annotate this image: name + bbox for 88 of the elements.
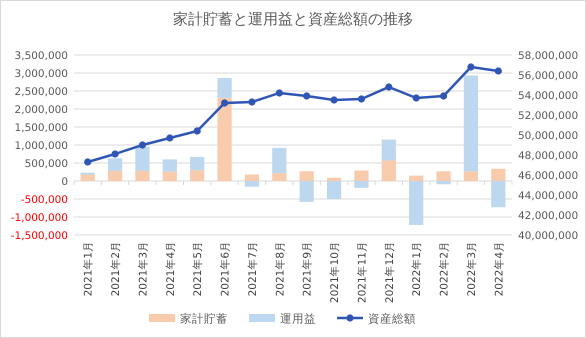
x-tick-label: 2021年2月: [110, 241, 122, 296]
y2-tick-label: 40,000,000: [518, 230, 578, 242]
x-tick-label: 2021年10月: [329, 241, 342, 304]
point: [412, 94, 420, 102]
legend-label: 家計貯蓄: [180, 312, 228, 326]
bar: [190, 170, 204, 181]
bar: [135, 146, 150, 171]
y-tick-label: -1,000,000: [10, 212, 68, 224]
y2-tick-label: 58,000,000: [518, 50, 578, 62]
point: [248, 98, 256, 106]
x-tick-label: 2022年3月: [466, 241, 478, 296]
bar: [272, 173, 286, 181]
bar: [217, 98, 232, 181]
point: [330, 96, 338, 104]
y-tick-label: 1,500,000: [14, 122, 68, 134]
bar: [244, 181, 260, 187]
bar: [491, 181, 506, 208]
bar: [491, 168, 506, 181]
y-tick-label: 2,000,000: [14, 104, 68, 116]
bar: [409, 176, 424, 181]
x-tick-label: 2022年4月: [493, 241, 506, 296]
x-tick-label: 2021年7月: [246, 241, 259, 296]
bar: [326, 181, 342, 199]
bar: [464, 76, 478, 172]
bar: [108, 158, 122, 171]
point: [494, 67, 502, 75]
bar: [217, 78, 232, 98]
x-tick-label: 2021年9月: [302, 241, 314, 296]
x-tick-label: 2021年5月: [192, 241, 204, 296]
point: [385, 83, 392, 91]
x-tick-label: 2021年3月: [137, 241, 150, 296]
y-tick-label: 500,000: [24, 158, 68, 170]
bar: [108, 170, 122, 181]
bar: [326, 178, 342, 181]
x-tick-label: 2022年2月: [438, 241, 451, 296]
x-tick-label: 2021年8月: [274, 241, 286, 296]
y-tick-label: 0: [61, 176, 68, 188]
point: [440, 92, 448, 100]
y2-tick-label: 42,000,000: [518, 210, 578, 222]
point: [84, 158, 92, 166]
y-tick-label: 3,000,000: [14, 68, 68, 80]
bar: [354, 181, 369, 188]
y2-tick-label: 50,000,000: [518, 130, 578, 142]
y-tick-label: 2,500,000: [14, 86, 68, 98]
x-tick-label: 2021年12月: [384, 241, 396, 304]
bar: [382, 140, 396, 160]
bar: [382, 160, 396, 181]
bar: [272, 148, 286, 174]
y-tick-label: -500,000: [20, 194, 68, 206]
point: [111, 150, 119, 158]
point: [166, 134, 174, 142]
bar: [162, 159, 177, 172]
y2-tick-label: 44,000,000: [518, 190, 578, 202]
bar: [436, 171, 451, 181]
point: [358, 95, 366, 103]
bar: [80, 174, 95, 181]
y2-tick-label: 52,000,000: [518, 110, 578, 122]
x-tick-label: 2021年1月: [82, 241, 95, 296]
bar: [162, 172, 177, 181]
y-tick-label: 1,000,000: [14, 140, 68, 152]
bar: [436, 181, 451, 184]
x-tick-label: 2021年11月: [356, 241, 368, 304]
y2-tick-label: 54,000,000: [518, 90, 578, 102]
x-tick-label: 2022年1月: [411, 241, 424, 296]
bar: [190, 156, 204, 170]
bar: [300, 181, 314, 202]
point: [138, 141, 146, 149]
bar: [354, 170, 369, 181]
bar: [135, 170, 150, 181]
chart-title: 家計貯蓄と運用益と資産総額の推移: [173, 10, 413, 28]
y-tick-label: 3,500,000: [14, 50, 68, 62]
y2-tick-label: 46,000,000: [518, 170, 578, 182]
bar: [409, 181, 424, 225]
y-tick-label: -1,500,000: [10, 230, 68, 242]
point: [467, 63, 475, 71]
x-tick-label: 2021年4月: [164, 241, 177, 296]
y2-tick-label: 56,000,000: [518, 70, 578, 82]
point: [276, 89, 283, 97]
x-tick-label: 2021年6月: [220, 241, 232, 296]
legend-label: 資産総額: [368, 312, 416, 326]
legend-label: 運用益: [280, 312, 316, 326]
y2-tick-label: 48,000,000: [518, 150, 578, 162]
bar: [464, 171, 478, 181]
point: [220, 99, 228, 107]
bar: [300, 171, 314, 181]
bar: [244, 174, 260, 181]
point: [303, 92, 310, 100]
point: [194, 127, 201, 135]
